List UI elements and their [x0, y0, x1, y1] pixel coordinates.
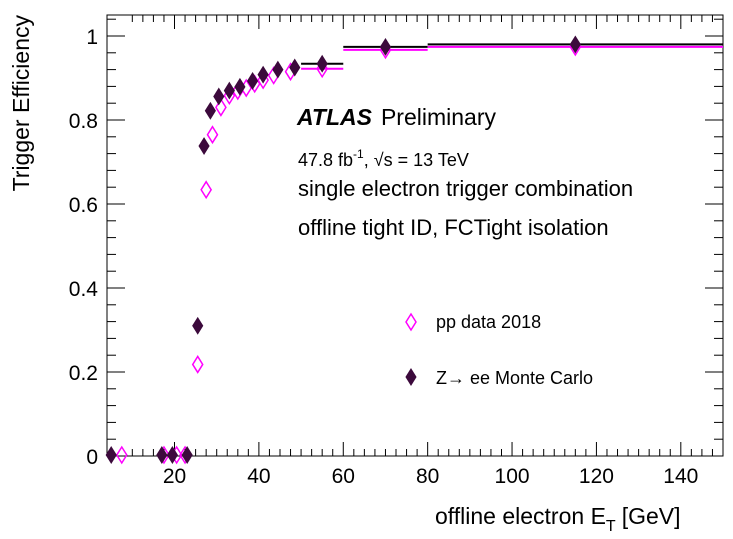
data-point [115, 445, 128, 465]
legend-label-mc: Z→ ee Monte Carlo [436, 368, 593, 388]
bin-lines [301, 43, 723, 70]
data-point [206, 125, 219, 145]
mc-point [192, 316, 204, 335]
mc-point [198, 137, 210, 155]
y-tick-label: 0 [86, 446, 98, 469]
legend-open-diamond-icon [405, 312, 417, 332]
x-tick-label: 20 [163, 465, 186, 488]
mc-point [204, 101, 216, 120]
legend-filled-diamond-icon [405, 368, 417, 386]
lumi-value: 47.8 fb [298, 150, 353, 170]
annotation-line1: single electron trigger combination [298, 176, 633, 201]
mc-point [234, 77, 246, 96]
y-tick-labels: 0 0.2 0.4 0.6 0.8 1 [69, 26, 99, 469]
y-tick-label: 0.8 [69, 110, 98, 133]
x-tick-label: 140 [663, 465, 698, 488]
tick-marks [107, 15, 724, 457]
x-axis-label: offline electron ET [GeV] [435, 503, 681, 535]
plot-frame [106, 14, 724, 457]
mc-point [316, 54, 328, 73]
y-tick-label: 1 [86, 26, 98, 49]
x-tick-label: 40 [247, 465, 270, 488]
mc-point [181, 446, 193, 464]
x-axis-label-unit: [GeV] [622, 503, 681, 529]
atlas-label: ATLAS Preliminary [296, 104, 496, 130]
y-tick-label: 0.2 [69, 362, 98, 385]
mc-point [257, 65, 269, 84]
data-markers [105, 35, 582, 465]
x-tick-label: 120 [579, 465, 614, 488]
lumi-separator: , [364, 150, 374, 170]
x-tick-labels: 20 40 60 80 100 120 140 [163, 465, 699, 488]
mc-point [223, 81, 235, 100]
mc-point [272, 60, 284, 79]
legend-label-data: pp data 2018 [436, 312, 541, 332]
legend: pp data 2018 Z→ ee Monte Carlo [405, 312, 593, 388]
x-tick-label: 100 [495, 465, 530, 488]
sqrt-s: √s [374, 150, 393, 170]
preliminary-word: Preliminary [381, 104, 497, 130]
lumi-label: 47.8 fb-1, √s = 13 TeV [298, 147, 469, 170]
data-point [191, 355, 204, 374]
mc-point [289, 58, 301, 77]
energy-value: = 13 TeV [393, 150, 469, 170]
y-axis-label: Trigger Efficiency [8, 15, 34, 192]
mc-point [213, 87, 225, 106]
annotation-line2: offline tight ID, FCTight isolation [298, 215, 609, 240]
x-tick-label: 60 [332, 465, 355, 488]
mc-point [156, 446, 168, 464]
data-point [215, 97, 227, 117]
mc-point [166, 446, 178, 464]
x-axis-label-main: offline electron E [435, 503, 606, 529]
mc-point [569, 35, 581, 54]
y-tick-label: 0.4 [69, 278, 99, 301]
lumi-exponent: -1 [353, 147, 364, 161]
mc-point [379, 37, 392, 56]
y-tick-label: 0.6 [69, 194, 98, 217]
x-tick-label: 80 [416, 465, 439, 488]
mc-point [246, 71, 259, 90]
x-axis-label-sub: T [606, 518, 616, 535]
mc-point [105, 446, 117, 464]
atlas-word: ATLAS [296, 104, 373, 130]
data-point [200, 180, 213, 200]
